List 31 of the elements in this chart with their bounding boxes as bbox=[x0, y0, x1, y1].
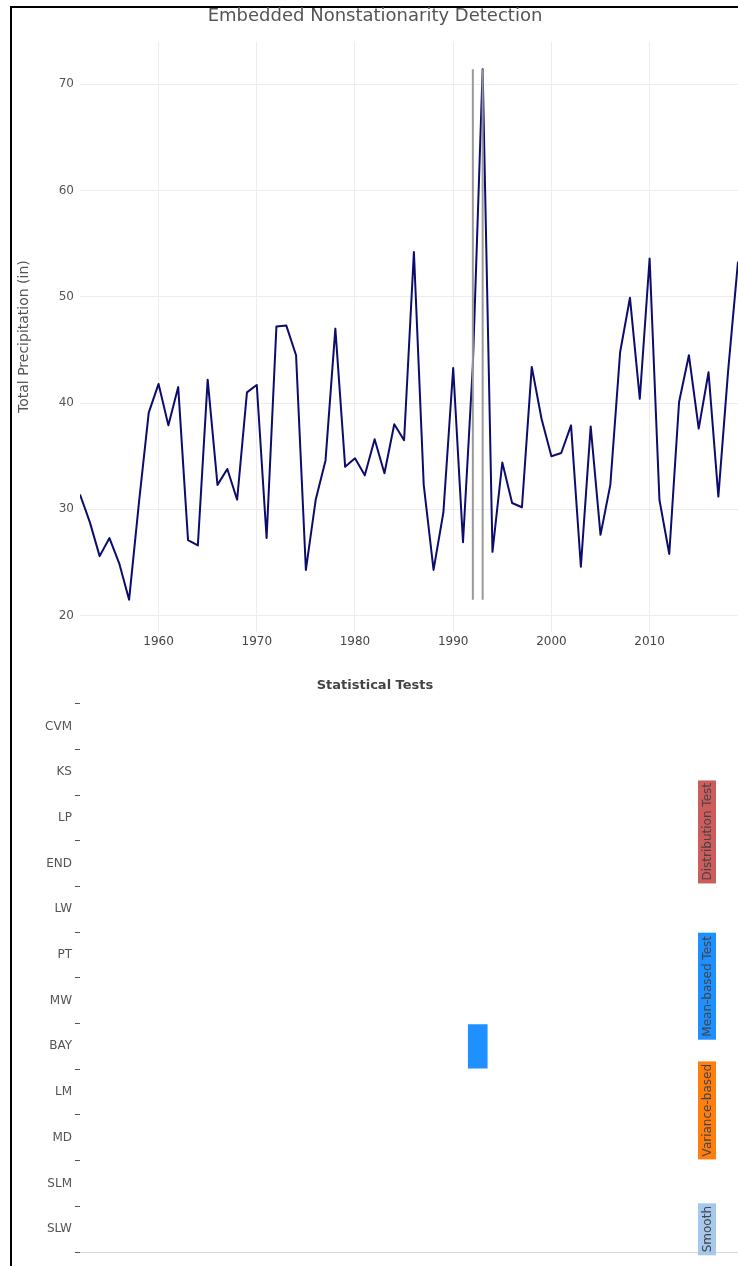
y-tick-label: 50 bbox=[58, 288, 74, 303]
x-tick-label: 1990 bbox=[437, 633, 469, 648]
annotation: Variance-based bbox=[698, 1061, 716, 1160]
y-tick-label: 20 bbox=[58, 607, 74, 622]
x-tick-label: 1970 bbox=[241, 633, 273, 648]
y-tick-label: MD bbox=[52, 1129, 72, 1144]
annotation: Mean-based Test bbox=[698, 933, 716, 1041]
x-tick-label: 1980 bbox=[339, 633, 371, 648]
y-tick-label: LP bbox=[58, 809, 72, 824]
y-tick-label: LM bbox=[54, 1084, 72, 1099]
y-tick-label: BAY bbox=[49, 1038, 73, 1053]
annotation: Smooth bbox=[698, 1203, 716, 1256]
chart-title: Embedded Nonstationarity Detection bbox=[207, 4, 543, 26]
y-tick-label: KS bbox=[56, 764, 72, 779]
y-tick-label: 70 bbox=[58, 76, 74, 91]
y-tick-label: 40 bbox=[58, 395, 74, 410]
y-tick-label: CVM bbox=[45, 718, 72, 733]
y-tick-label: END bbox=[46, 855, 72, 870]
y-tick-label: MW bbox=[49, 992, 73, 1007]
y-tick-label: PT bbox=[57, 947, 73, 962]
x-tick-label: 1960 bbox=[143, 633, 174, 648]
x-tick-label: 2010 bbox=[634, 633, 665, 648]
y-tick-label: LW bbox=[54, 901, 73, 916]
y-axis-title: Total Precipitation (in) bbox=[15, 260, 32, 414]
x-tick-label: 2000 bbox=[536, 633, 567, 648]
y-tick-label: 30 bbox=[58, 501, 74, 516]
y-tick-label: SLM bbox=[47, 1175, 72, 1190]
y-tick-label: 60 bbox=[58, 182, 74, 197]
y-tick-label: SLW bbox=[46, 1221, 73, 1236]
chart-title: Statistical Tests bbox=[316, 677, 434, 693]
annotation: Distribution Test bbox=[698, 779, 716, 884]
